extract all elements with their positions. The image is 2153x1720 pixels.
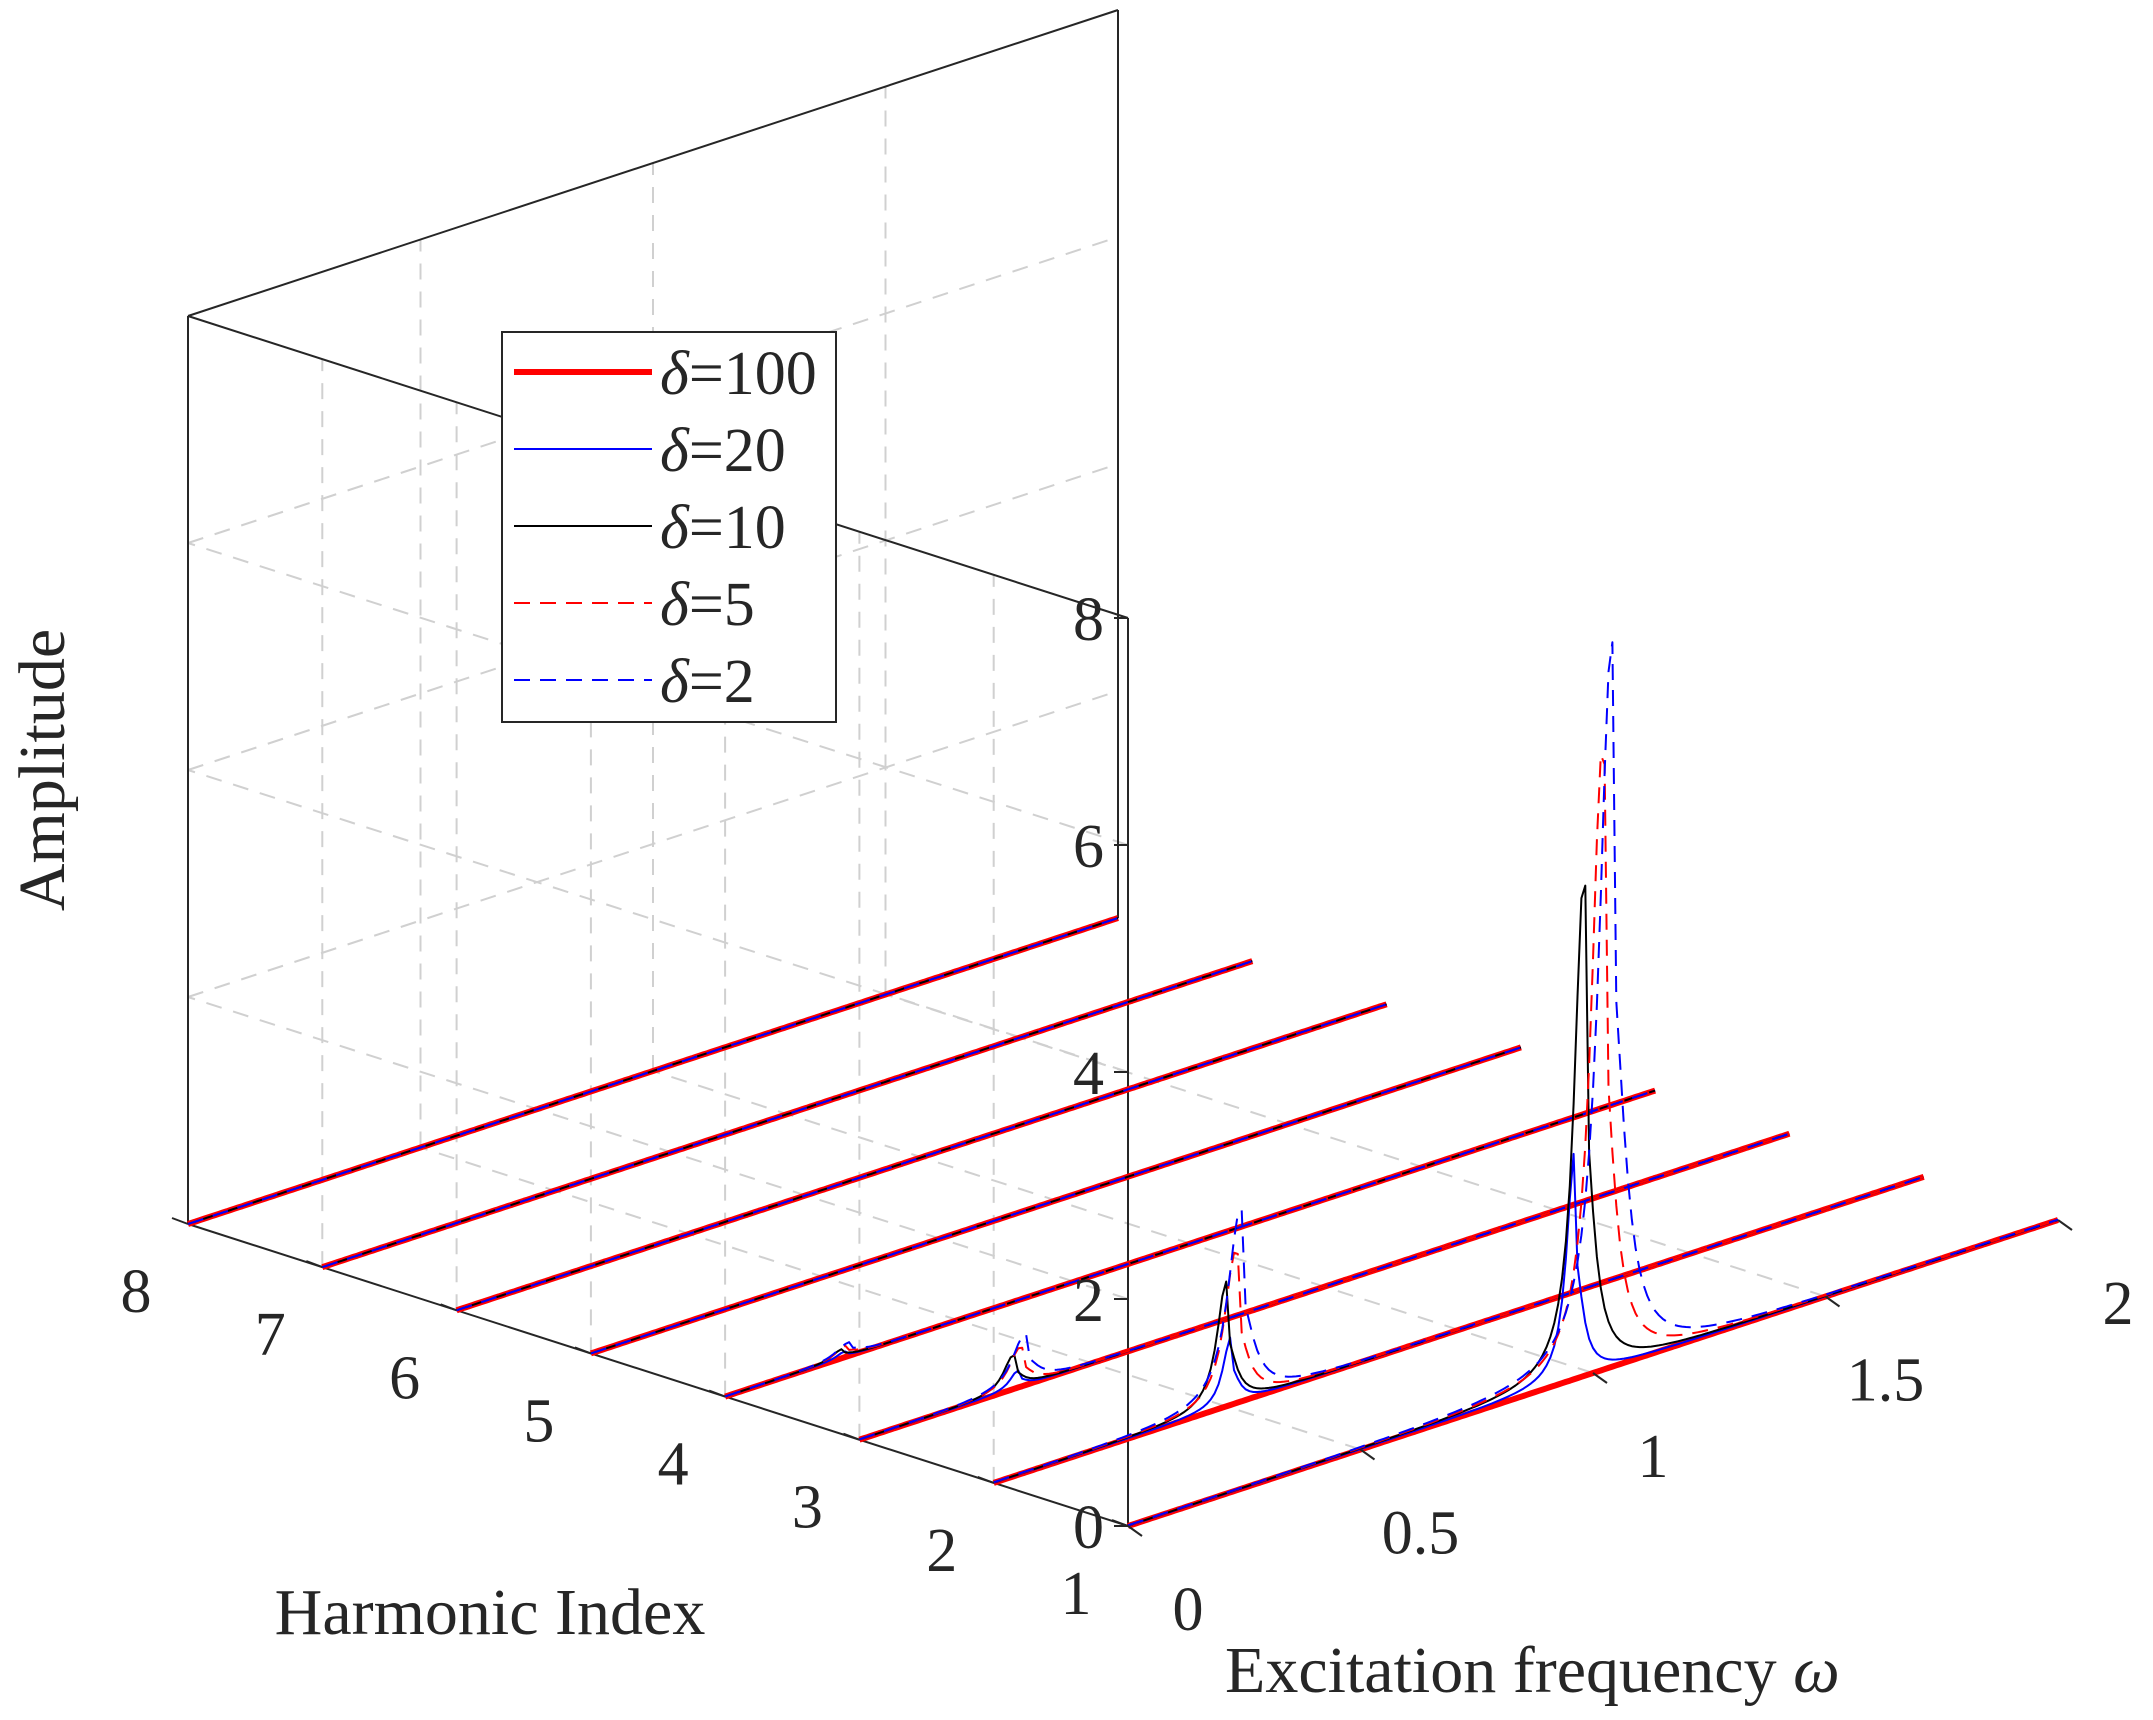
series-line-2-harmonic-8 (187, 917, 1119, 1225)
y-tick-label: 5 (523, 1387, 554, 1455)
legend-label: δ=10 (660, 494, 786, 562)
x-tick-label: 1 (1638, 1423, 1669, 1491)
x-tick-mark (1824, 1295, 1841, 1308)
series-line-2-harmonic-4 (724, 1089, 1656, 1398)
y-tick-label: 7 (255, 1301, 286, 1369)
legend-value: =5 (689, 571, 755, 639)
gridline-x-floor (420, 1146, 1361, 1451)
legend-value: =20 (689, 417, 786, 485)
grid-layer (187, 86, 1925, 1484)
x-tick-mark (1592, 1372, 1608, 1384)
x-axis-label-text: Excitation frequency (1225, 1634, 1793, 1707)
y-tick-mark (843, 1432, 860, 1441)
series-line-2-harmonic-3 (859, 1132, 1790, 1441)
gridline-z-left (187, 542, 1129, 846)
y-tick-label: 8 (121, 1258, 152, 1326)
series-line-2-harmonic-7 (322, 960, 1253, 1269)
x-tick-label: 1.5 (1847, 1347, 1925, 1415)
x-tick-mark (1359, 1448, 1376, 1461)
legend-label: δ=20 (660, 417, 786, 485)
gridline-x-floor (885, 993, 1826, 1298)
z-axis-label: Amplitude (6, 629, 79, 911)
legend-value: =100 (689, 340, 817, 408)
y-tick-label: 4 (658, 1431, 689, 1499)
legend-value: =10 (689, 494, 786, 562)
y-tick-label: 1 (1061, 1560, 1092, 1628)
legend-value: =2 (689, 648, 755, 716)
series-layer (187, 641, 2059, 1529)
y-tick-label: 2 (926, 1517, 957, 1585)
series-line-2-harmonic-5 (590, 1046, 1522, 1355)
y-tick-label: 6 (389, 1344, 420, 1412)
x-tick-mark (2057, 1219, 2073, 1231)
gridline-z-left (187, 996, 1129, 1300)
x-tick-label: 2 (2103, 1270, 2134, 1338)
gridline-x-floor (652, 1070, 1594, 1374)
y-tick-label: 3 (792, 1474, 823, 1542)
legend-label: δ=5 (660, 571, 755, 639)
series-line-5-harmonic-2 (993, 1175, 1925, 1484)
series-line-2-harmonic-2 (993, 1175, 1925, 1484)
y-tick-mark (574, 1346, 592, 1355)
y-tick-mark (1111, 1519, 1129, 1527)
tick-labels: 0 2 4 6 8 0 0.5 1 1.5 2 1 2 3 4 5 6 7 8 (121, 586, 2134, 1644)
legend-symbol: δ (660, 340, 690, 408)
z-tick-label: 4 (1073, 1040, 1104, 1108)
y-tick-mark (977, 1475, 995, 1484)
legend-label: δ=2 (660, 648, 755, 716)
y-axis-label: Harmonic Index (275, 1576, 706, 1649)
axis-edge (187, 1223, 1129, 1527)
series-line-2-harmonic-6 (456, 1003, 1387, 1312)
legend-symbol: δ (660, 648, 690, 716)
legend-symbol: δ (660, 571, 690, 639)
y-tick-mark (171, 1217, 189, 1225)
x-tick-label: 0.5 (1382, 1500, 1460, 1568)
x-tick-label: 0 (1173, 1576, 1204, 1644)
axis-edge (187, 9, 1119, 317)
z-tick-label: 8 (1073, 586, 1104, 654)
z-tick-label: 6 (1073, 813, 1104, 881)
x-axis-label: Excitation frequency ω (1225, 1634, 1840, 1707)
legend-symbol: δ (660, 494, 690, 562)
z-tick-label: 2 (1073, 1267, 1104, 1335)
legend-symbol: δ (660, 417, 690, 485)
y-tick-mark (440, 1303, 457, 1312)
gridline-z-left (187, 769, 1129, 1073)
z-tick-label: 0 (1073, 1494, 1104, 1562)
series-line-2-harmonic-1 (1127, 641, 2059, 1527)
legend-label: δ=100 (660, 340, 817, 408)
y-tick-mark (708, 1389, 726, 1398)
x-axis-label-symbol: ω (1793, 1634, 1840, 1707)
x-tick-mark (1127, 1525, 1143, 1537)
y-tick-mark (305, 1260, 323, 1269)
